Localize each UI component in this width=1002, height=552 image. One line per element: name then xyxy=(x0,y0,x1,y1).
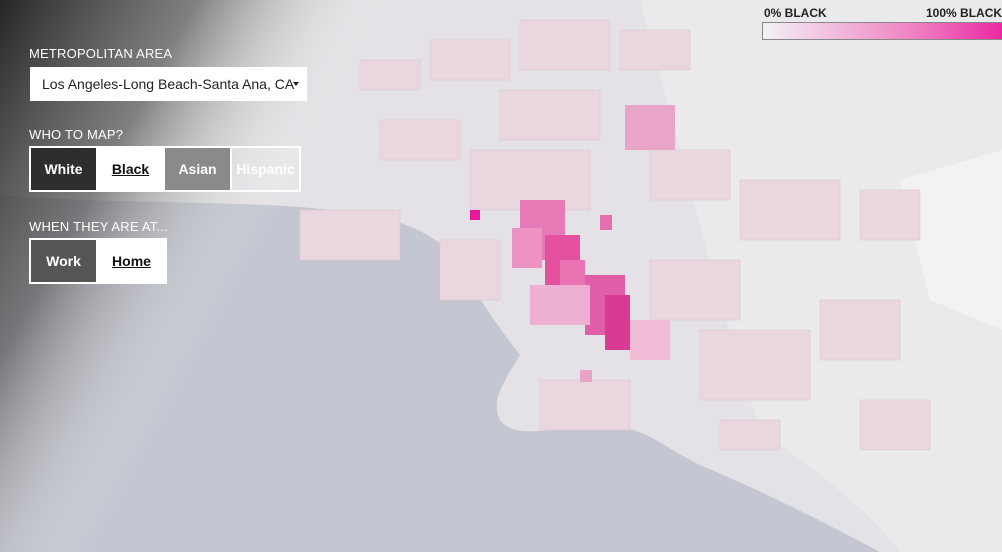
option-button[interactable]: White xyxy=(31,148,98,190)
when-group: Work Home xyxy=(29,238,167,284)
when-label: WHEN THEY ARE AT... xyxy=(29,219,168,234)
metro-value: Los Angeles-Long Beach-Santa Ana, CA xyxy=(42,76,295,92)
option-button[interactable]: Hispanic xyxy=(232,148,299,190)
option-button[interactable]: Home xyxy=(98,240,165,282)
option-button[interactable]: Asian xyxy=(165,148,232,190)
metro-select[interactable]: Los Angeles-Long Beach-Santa Ana, CA xyxy=(30,67,307,101)
metro-label: METROPOLITAN AREA xyxy=(29,46,173,61)
legend-bar xyxy=(762,22,1002,40)
who-label: WHO TO MAP? xyxy=(29,127,124,142)
legend-min: 0% BLACK xyxy=(764,6,827,20)
caret xyxy=(293,82,299,86)
who-group: White Black Asian Hispanic xyxy=(29,146,301,192)
option-button[interactable]: Work xyxy=(31,240,98,282)
option-button[interactable]: Black xyxy=(98,148,165,190)
legend-max: 100% BLACK xyxy=(926,6,1002,20)
